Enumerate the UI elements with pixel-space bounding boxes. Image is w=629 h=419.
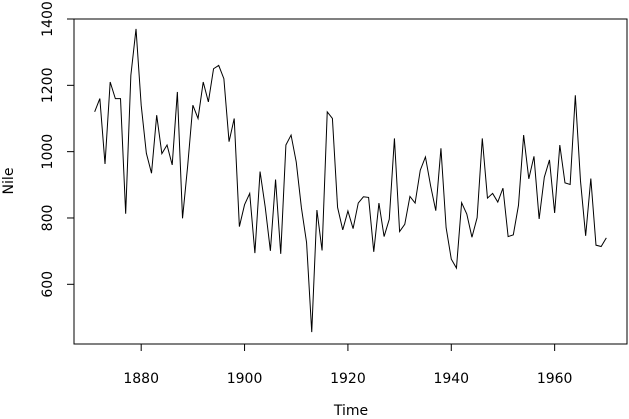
x-axis-title: Time — [333, 403, 368, 419]
x-tick-label-1900: 1900 — [227, 371, 263, 387]
plot-box — [73, 18, 628, 345]
y-tick-label-1000: 1000 — [40, 134, 56, 170]
y-axis-title: Nile — [1, 168, 17, 195]
y-tick-label-1200: 1200 — [40, 68, 56, 104]
x-tick-label-1940: 1940 — [433, 371, 469, 387]
y-tick-label-600: 600 — [40, 271, 56, 298]
x-tick-label-1920: 1920 — [330, 371, 366, 387]
x-tick-label-1960: 1960 — [537, 371, 573, 387]
x-tick-label-1880: 1880 — [123, 371, 159, 387]
x-axis: 1880 1900 1920 1940 1960 — [123, 344, 572, 387]
y-axis: 600 800 1000 1200 1400 — [40, 1, 74, 298]
series-line-nile — [94, 28, 607, 333]
y-tick-label-1400: 1400 — [40, 1, 56, 37]
y-tick-label-800: 800 — [40, 205, 56, 232]
